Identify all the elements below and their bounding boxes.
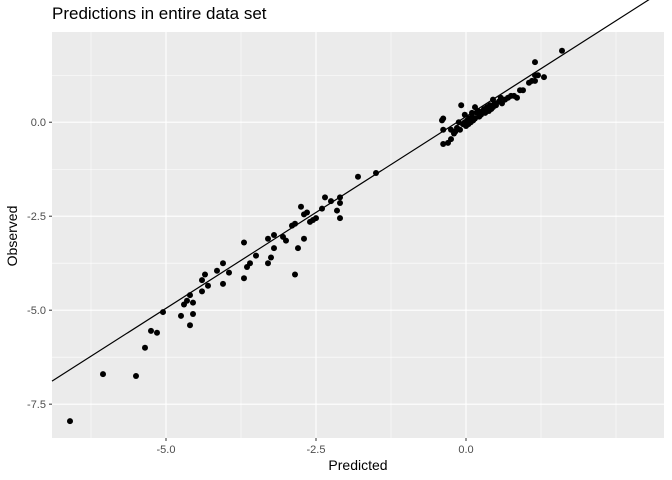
data-point <box>337 194 343 201</box>
data-point <box>440 141 447 148</box>
data-point <box>199 277 205 284</box>
data-point <box>187 322 193 329</box>
data-point <box>532 77 538 84</box>
x-axis-ticks: -5.0 -2.5 0.0 <box>157 438 474 456</box>
data-point <box>298 203 304 210</box>
major-gridlines <box>52 32 664 438</box>
data-point <box>337 200 343 207</box>
data-point <box>148 327 154 334</box>
data-point <box>337 215 343 222</box>
y-tick-label: -5.0 <box>27 305 46 317</box>
x-tick-label: -5.0 <box>157 444 176 456</box>
data-point <box>283 237 289 244</box>
data-point <box>469 109 475 116</box>
y-tick-label: 0.0 <box>31 117 46 129</box>
data-point <box>190 310 196 317</box>
data-point <box>247 260 253 267</box>
data-point <box>440 126 447 133</box>
data-point <box>142 344 148 351</box>
data-point <box>253 252 259 259</box>
data-point <box>532 72 538 79</box>
data-point <box>532 59 538 66</box>
data-point <box>304 209 310 216</box>
data-point <box>497 94 504 101</box>
y-axis-ticks: 0.0 -2.5 -5.0 -7.5 <box>27 117 52 411</box>
data-point <box>241 239 247 246</box>
data-point <box>226 269 232 276</box>
data-point <box>205 282 211 289</box>
data-point <box>461 111 468 118</box>
data-point <box>559 47 565 54</box>
data-point <box>265 235 271 242</box>
y-tick-label: -2.5 <box>27 211 46 223</box>
data-point <box>154 329 160 336</box>
x-tick-label: -2.5 <box>307 444 326 456</box>
x-tick-label: 0.0 <box>458 444 473 456</box>
y-axis-title: Observed <box>4 206 20 267</box>
data-point <box>355 173 361 180</box>
data-point <box>292 220 298 227</box>
data-point <box>178 312 184 319</box>
data-point <box>295 245 301 252</box>
data-point <box>541 74 547 81</box>
data-point <box>334 207 340 214</box>
data-point <box>301 235 307 242</box>
data-points <box>67 47 565 425</box>
data-point <box>190 299 196 306</box>
data-point <box>319 205 325 212</box>
plot-panel <box>52 32 664 438</box>
chart-title: Predictions in entire data set <box>52 4 267 23</box>
data-point <box>160 309 166 316</box>
data-point <box>187 292 193 299</box>
data-point <box>271 245 277 252</box>
data-point <box>67 418 73 425</box>
data-point <box>458 102 465 109</box>
data-point <box>268 254 274 261</box>
data-point <box>265 260 271 267</box>
data-point <box>202 271 208 278</box>
data-point <box>292 271 298 278</box>
data-point <box>328 198 334 205</box>
data-point <box>184 297 190 304</box>
y-tick-label: -7.5 <box>27 399 46 411</box>
data-point <box>100 371 106 378</box>
data-point <box>440 115 447 122</box>
data-point <box>199 288 205 295</box>
data-point <box>457 126 463 133</box>
data-point <box>220 260 226 267</box>
data-point <box>133 372 139 379</box>
data-point <box>514 94 520 101</box>
data-point <box>220 280 226 287</box>
data-point <box>214 267 220 274</box>
data-point <box>271 232 277 238</box>
data-point <box>322 194 328 201</box>
x-axis-title: Predicted <box>328 457 387 473</box>
data-point <box>241 275 247 282</box>
data-point <box>313 215 319 222</box>
trend-line <box>51 0 650 382</box>
data-point <box>373 169 379 176</box>
minor-gridlines <box>52 32 664 438</box>
data-point <box>520 87 526 94</box>
data-point <box>448 136 454 143</box>
